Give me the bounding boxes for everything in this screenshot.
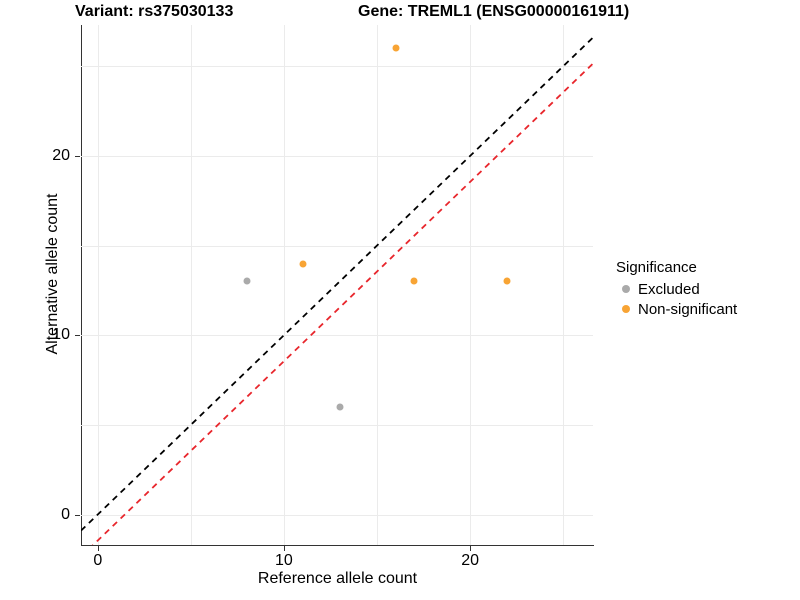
- legend-entry-label: Excluded: [638, 280, 700, 298]
- gridline-vertical: [97, 25, 99, 545]
- data-point[interactable]: [336, 403, 344, 411]
- x-tick-mark: [470, 546, 472, 551]
- legend-dot-icon: [622, 305, 630, 313]
- gridline-vertical: [190, 25, 192, 545]
- gridline-horizontal: [81, 335, 593, 337]
- y-tick-label: 20: [52, 146, 70, 164]
- gridline-horizontal: [81, 424, 593, 426]
- plot-panel: [81, 25, 593, 545]
- x-tick-mark: [283, 546, 285, 551]
- x-tick-mark: [97, 546, 99, 551]
- y-tick-label: 10: [52, 326, 70, 344]
- data-point[interactable]: [243, 277, 251, 285]
- y-tick-label: 0: [61, 505, 70, 523]
- legend-key-icon: [616, 299, 636, 319]
- data-point[interactable]: [410, 277, 418, 285]
- gene-title: Gene: TREML1 (ENSG00000161911): [358, 3, 630, 20]
- x-tick-label: 0: [93, 552, 103, 569]
- gridline-horizontal: [81, 155, 593, 157]
- legend-entries: Excluded Non-significant: [616, 279, 737, 319]
- legend-entry-label: Non-significant: [638, 300, 738, 318]
- y-axis-title: Alternative allele count: [44, 193, 61, 355]
- variant-title: Variant: rs375030133: [75, 3, 234, 20]
- legend-entry[interactable]: Non-significant: [616, 299, 737, 319]
- data-point[interactable]: [299, 260, 307, 267]
- identity-line: [81, 36, 593, 532]
- y-tick-mark: [75, 335, 80, 337]
- legend: Significance Excluded Non-significant: [616, 259, 737, 319]
- legend-dot-icon: [622, 285, 630, 293]
- x-axis-title: Reference allele count: [257, 570, 418, 587]
- legend-entry[interactable]: Excluded: [616, 279, 737, 299]
- gridline-vertical: [377, 25, 378, 545]
- panel-axis-line-y: [81, 25, 82, 545]
- gridline-vertical: [470, 25, 472, 545]
- reference-lines-layer: [81, 36, 593, 545]
- data-point[interactable]: [392, 44, 400, 52]
- legend-key-icon: [616, 279, 636, 299]
- data-point[interactable]: [503, 277, 511, 285]
- gridline-horizontal: [81, 66, 593, 68]
- legend-title: Significance: [616, 259, 697, 276]
- x-tick-label: 20: [461, 552, 479, 569]
- y-tick-mark: [75, 514, 80, 516]
- y-tick-mark: [75, 155, 80, 157]
- gridline-horizontal: [81, 514, 593, 516]
- gridline-vertical: [283, 25, 285, 545]
- panel-axis-line-x: [81, 545, 594, 546]
- gridline-vertical: [563, 25, 565, 545]
- x-tick-label: 10: [274, 552, 293, 569]
- gridline-horizontal: [81, 245, 593, 247]
- expected-ratio-line: [91, 62, 593, 545]
